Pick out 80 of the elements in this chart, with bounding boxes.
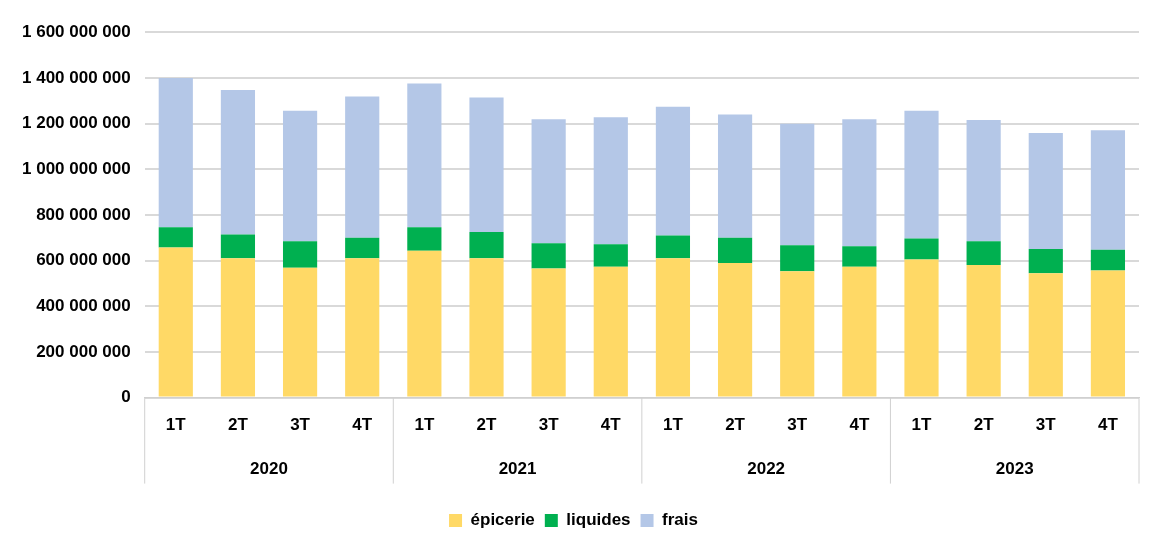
x-tick-label: 1T — [663, 415, 684, 435]
bar — [842, 266, 877, 397]
text: 2021 — [498, 459, 537, 479]
bar — [780, 245, 815, 272]
bar — [407, 227, 442, 251]
bar — [593, 117, 628, 245]
y-tick-label: 1 400 000 000 — [22, 67, 131, 87]
x-tick-label: 1T — [414, 415, 435, 435]
bar — [966, 119, 1001, 242]
bar — [345, 237, 380, 259]
bar — [282, 110, 318, 242]
bar — [220, 234, 256, 259]
bar — [717, 237, 753, 264]
bar — [282, 241, 318, 268]
bar — [407, 83, 442, 228]
x-tick-label: 3T — [538, 415, 560, 435]
text: 2022 — [747, 459, 786, 479]
bar — [158, 247, 193, 397]
y-tick-label: 1 000 000 000 — [22, 158, 131, 178]
y-tick-label: 0 — [121, 387, 131, 407]
bar — [904, 238, 939, 260]
bar — [1090, 130, 1126, 250]
bar — [1090, 270, 1126, 397]
bar — [1028, 273, 1063, 397]
bar — [1028, 248, 1063, 274]
bar — [717, 114, 753, 238]
bar — [655, 258, 691, 397]
bar — [966, 264, 1001, 397]
y-tick-label: 600 000 000 — [36, 250, 131, 270]
y-tick-label: 200 000 000 — [36, 341, 131, 361]
bar — [593, 244, 628, 267]
legend-label: épicerie — [470, 510, 535, 530]
bar — [220, 258, 256, 397]
bar — [469, 232, 504, 259]
bar — [842, 246, 877, 267]
x-tick-label: 1T — [911, 415, 933, 435]
bar — [531, 119, 566, 244]
x-tick-label: 4T — [352, 415, 373, 435]
x-tick-label: 3T — [290, 415, 311, 435]
bar — [345, 96, 380, 238]
bar — [407, 250, 442, 397]
legend-label: liquides — [566, 510, 631, 530]
x-tick-label: 2T — [476, 415, 498, 435]
x-tick-label: 2T — [973, 415, 995, 435]
bar — [655, 106, 691, 236]
x-tick-label: 3T — [787, 415, 808, 435]
x-tick-label: 4T — [600, 415, 622, 435]
y-tick-label: 1 200 000 000 — [22, 113, 131, 133]
bar — [1028, 132, 1063, 249]
bar — [469, 258, 504, 397]
bar — [904, 259, 939, 397]
y-tick-label: 800 000 000 — [36, 204, 131, 224]
bar — [531, 243, 566, 269]
bar — [531, 268, 566, 397]
x-tick-label: 2T — [725, 415, 746, 435]
x-tick-label: 3T — [1035, 415, 1057, 435]
bar — [593, 266, 628, 397]
bar — [469, 97, 504, 233]
x-tick-label: 4T — [1098, 415, 1119, 435]
bar — [158, 77, 193, 228]
bar — [345, 258, 380, 397]
x-tick-label: 4T — [849, 415, 870, 435]
bar — [282, 267, 318, 397]
x-tick-label: 2T — [228, 415, 249, 435]
bar — [966, 241, 1001, 265]
text: 2020 — [250, 459, 288, 479]
bar — [904, 110, 939, 239]
y-tick-label: 1 600 000 000 — [22, 21, 131, 41]
text: 2023 — [995, 459, 1034, 479]
bar — [655, 235, 691, 259]
bar — [780, 123, 815, 246]
legend-label: frais — [662, 510, 698, 530]
y-tick-label: 400 000 000 — [36, 295, 131, 315]
bar — [158, 227, 193, 248]
bar — [842, 119, 877, 247]
bar — [1090, 249, 1126, 271]
bar — [717, 263, 753, 397]
bar — [220, 89, 256, 235]
x-tick-label: 1T — [165, 415, 187, 435]
bar — [780, 271, 815, 397]
